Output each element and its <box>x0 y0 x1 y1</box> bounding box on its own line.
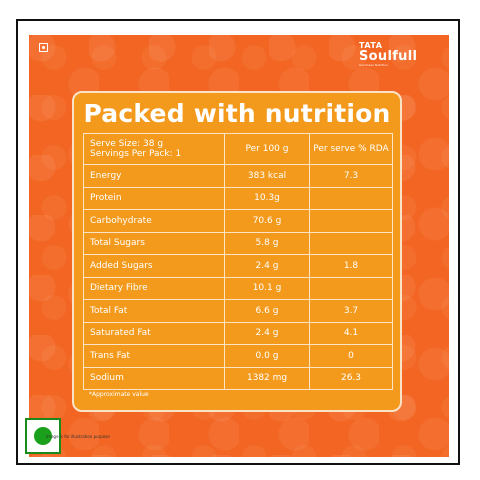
serve-size: Serve Size: 38 g <box>90 139 164 149</box>
nutrient-name: Carbohydrate <box>83 209 225 233</box>
table-row: Added Sugars 2.4 g 1.8 <box>83 254 393 278</box>
approximate-note: *Approximate value <box>89 391 149 398</box>
nutrition-title: Packed with nutrition <box>83 98 391 128</box>
rda-value: 4.1 <box>309 321 393 345</box>
veg-dot <box>34 427 52 445</box>
nutrient-name: Trans Fat <box>83 344 225 368</box>
header-serving-cell: Serve Size: 38 g Servings Per Pack: 1 <box>83 133 225 165</box>
table-row: Sodium 1382 mg 26.3 <box>83 366 393 390</box>
rda-value: 0 <box>309 344 393 368</box>
table-row: Total Sugars 5.8 g <box>83 231 393 255</box>
rda-value: 1.8 <box>309 254 393 278</box>
nutrient-name: Total Fat <box>83 299 225 323</box>
nutrient-name: Sodium <box>83 366 225 390</box>
nutrition-table: Serve Size: 38 g Servings Per Pack: 1 Pe… <box>83 133 393 390</box>
per100-value: 0.0 g <box>224 344 310 368</box>
rda-value: 26.3 <box>309 366 393 390</box>
illustration-disclaimer: Image is for illustration purpose <box>46 434 110 439</box>
rda-value: 7.3 <box>309 164 393 188</box>
table-row: Trans Fat 0.0 g 0 <box>83 344 393 368</box>
per100-value: 1382 mg <box>224 366 310 390</box>
per100-value: 5.8 g <box>224 231 310 255</box>
per100-value: 2.4 g <box>224 254 310 278</box>
header-per100: Per 100 g <box>224 133 310 165</box>
table-row: Protein 10.3g <box>83 186 393 210</box>
veg-symbol-icon <box>25 418 61 454</box>
brand-tagline: Goodness Nutrition <box>359 63 388 67</box>
table-row: Saturated Fat 2.4 g 4.1 <box>83 321 393 345</box>
nutrient-name: Dietary Fibre <box>83 276 225 300</box>
rda-value <box>309 231 393 255</box>
table-header-row: Serve Size: 38 g Servings Per Pack: 1 Pe… <box>83 133 393 165</box>
per100-value: 10.3g <box>224 186 310 210</box>
nutrient-name: Energy <box>83 164 225 188</box>
rda-value <box>309 276 393 300</box>
table-row: Dietary Fibre 10.1 g <box>83 276 393 300</box>
nutrition-card: Packed with nutrition Serve Size: 38 g S… <box>72 91 402 412</box>
brand-logo: TATA Soulfull Goodness Nutrition <box>359 41 431 67</box>
per100-value: 2.4 g <box>224 321 310 345</box>
table-row: Carbohydrate 70.6 g <box>83 209 393 233</box>
nutrient-name: Saturated Fat <box>83 321 225 345</box>
header-rda: Per serve % RDA <box>309 133 393 165</box>
nutrient-name: Total Sugars <box>83 231 225 255</box>
veg-symbol-small-icon <box>39 43 48 52</box>
per100-value: 383 kcal <box>224 164 310 188</box>
brand-parent: TATA <box>359 41 383 50</box>
per100-value: 70.6 g <box>224 209 310 233</box>
nutrient-name: Protein <box>83 186 225 210</box>
rda-value <box>309 209 393 233</box>
brand-name: Soulfull <box>359 49 418 64</box>
per100-value: 6.6 g <box>224 299 310 323</box>
rda-value: 3.7 <box>309 299 393 323</box>
servings-per-pack: Servings Per Pack: 1 <box>90 149 182 159</box>
rda-value <box>309 186 393 210</box>
table-row: Energy 383 kcal 7.3 <box>83 164 393 188</box>
per100-value: 10.1 g <box>224 276 310 300</box>
table-row: Total Fat 6.6 g 3.7 <box>83 299 393 323</box>
nutrient-name: Added Sugars <box>83 254 225 278</box>
product-panel: TATA Soulfull Goodness Nutrition Packed … <box>29 35 449 457</box>
